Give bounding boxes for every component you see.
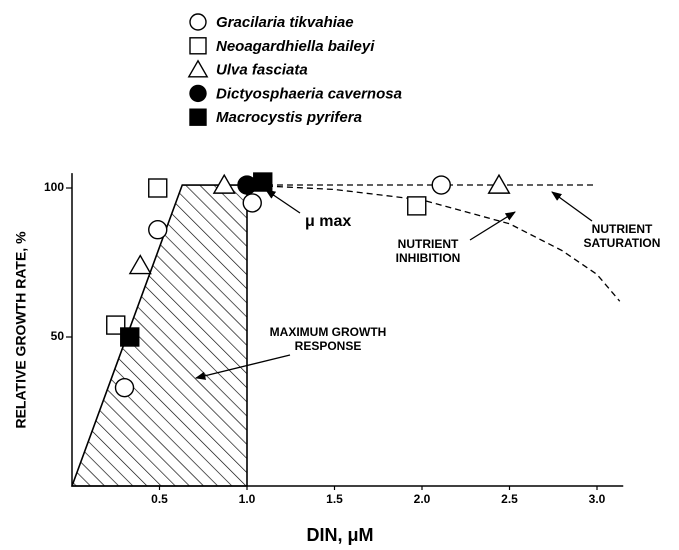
x-tick-label: 1.0	[239, 492, 256, 506]
y-tick-label: 50	[51, 329, 65, 343]
x-tick-label: 0.5	[151, 492, 168, 506]
annotation: MAXIMUM GROWTH	[270, 325, 387, 339]
y-tick-label: 100	[44, 180, 64, 194]
annotation-arrow	[265, 189, 301, 214]
data-point	[148, 220, 168, 240]
data-point	[253, 172, 273, 192]
annotation-arrow	[469, 211, 516, 241]
data-point	[120, 327, 140, 347]
legend-label: Macrocystis pyrifera	[216, 109, 362, 126]
annotation: SATURATION	[584, 236, 661, 250]
data-point	[487, 173, 511, 194]
annotation: INHIBITION	[396, 251, 461, 265]
legend-marker	[189, 84, 207, 103]
data-point	[407, 196, 427, 216]
x-tick-label: 1.5	[326, 492, 343, 506]
x-tick-label: 3.0	[589, 492, 606, 506]
data-point	[212, 173, 236, 194]
annotation: RESPONSE	[295, 339, 362, 353]
annotation: NUTRIENT	[398, 237, 459, 251]
legend-marker	[189, 13, 207, 31]
legend-label: Gracilaria tikvahiae	[216, 14, 354, 31]
y-axis-label: RELATIVE GROWTH RATE, %	[13, 231, 29, 429]
legend-label: Ulva fasciata	[216, 62, 308, 79]
legend-label: Dictyosphaeria cavernosa	[216, 85, 402, 102]
annotation-arrow	[551, 191, 593, 222]
legend-marker	[189, 108, 207, 126]
data-point	[242, 193, 262, 213]
annotation: μ max	[305, 213, 351, 230]
annotation-arrow	[194, 354, 291, 380]
legend-marker	[187, 59, 209, 78]
data-point	[148, 178, 168, 198]
data-point	[114, 377, 135, 398]
x-tick-label: 2.0	[414, 492, 431, 506]
annotation: NUTRIENT	[592, 222, 653, 236]
x-tick-label: 2.5	[501, 492, 518, 506]
legend-label: Neoagardhiella baileyi	[216, 38, 375, 55]
legend-marker	[189, 37, 207, 55]
data-point	[128, 254, 152, 275]
x-axis-label: DIN, μM	[306, 525, 373, 545]
data-point	[431, 175, 451, 195]
